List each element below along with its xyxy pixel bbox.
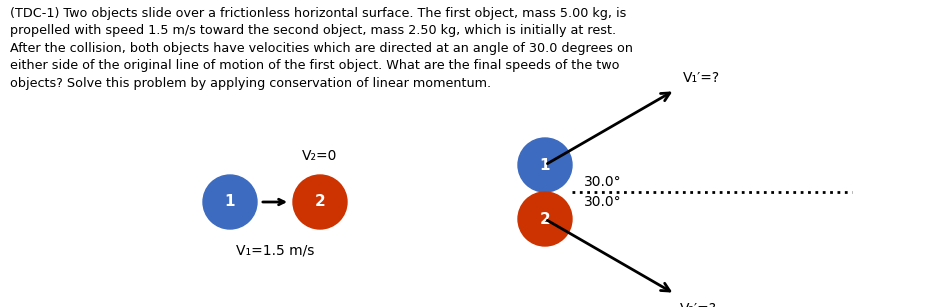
Circle shape [203, 175, 257, 229]
Text: V₂′=?: V₂′=? [680, 302, 716, 307]
Circle shape [293, 175, 347, 229]
Text: (TDC-1) Two objects slide over a frictionless horizontal surface. The first obje: (TDC-1) Two objects slide over a frictio… [10, 7, 633, 90]
Circle shape [518, 138, 572, 192]
Circle shape [518, 192, 572, 246]
Text: 1: 1 [540, 157, 550, 173]
Text: V₁′=?: V₁′=? [683, 71, 720, 85]
Text: V₁=1.5 m/s: V₁=1.5 m/s [236, 244, 314, 258]
Text: 1: 1 [225, 195, 235, 209]
Text: V₂=0: V₂=0 [302, 149, 338, 163]
Text: 30.0°: 30.0° [584, 195, 622, 209]
Text: 30.0°: 30.0° [584, 175, 622, 189]
Text: 2: 2 [314, 195, 326, 209]
Text: 2: 2 [540, 212, 550, 227]
